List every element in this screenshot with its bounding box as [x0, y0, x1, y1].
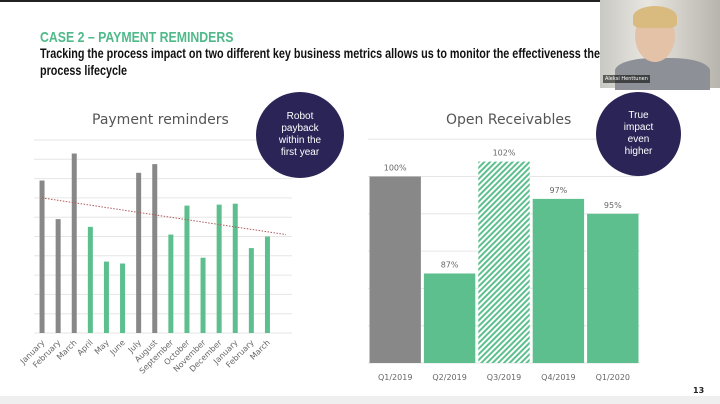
- bar: [103, 261, 109, 333]
- bar: [136, 172, 142, 333]
- participant-hair: [633, 6, 677, 28]
- bar: [478, 161, 530, 363]
- x-tick-label: Q1/2019: [378, 373, 412, 382]
- bar: [71, 153, 77, 333]
- bar: [87, 226, 93, 333]
- bar: [152, 164, 158, 333]
- right-chart-title: Open Receivables: [446, 112, 572, 128]
- bar: [232, 203, 238, 333]
- data-label: 87%: [441, 260, 459, 269]
- x-tick-label: Q3/2019: [487, 373, 521, 382]
- bar: [200, 257, 206, 333]
- bar: [120, 263, 126, 333]
- callout-left-text: Robot payback within the first year: [278, 111, 322, 158]
- open-receivables-chart: 100% Q1/2019 87% Q2/2019 102% Q3/2019 97% Q4/20…: [368, 138, 640, 382]
- callout-right: True impact even higher: [596, 92, 681, 176]
- slide-subtitle: Tracking the process impact on two diffe…: [40, 46, 600, 78]
- bar: [587, 213, 639, 363]
- slide-title: CASE 2 – PAYMENT REMINDERS: [40, 29, 234, 46]
- participant-body: [615, 58, 710, 90]
- bar: [264, 236, 270, 333]
- bar: [39, 180, 45, 333]
- bottom-bar: [0, 396, 720, 404]
- bar: [532, 198, 585, 363]
- bar: [55, 219, 61, 333]
- data-label: 95%: [604, 201, 622, 210]
- data-label: 97%: [550, 186, 568, 195]
- x-tick-label: Q2/2019: [432, 373, 466, 382]
- top-border: [0, 0, 720, 2]
- bar: [216, 204, 222, 333]
- data-label: 100%: [384, 164, 407, 173]
- page-number: 13: [693, 386, 705, 395]
- bar: [423, 273, 476, 363]
- x-tick-label: Q4/2019: [541, 373, 575, 382]
- participant-video[interactable]: Aleksi Henttunen: [600, 0, 720, 90]
- x-tick-label: June: [108, 338, 127, 357]
- callout-left: Robot payback within the first year: [256, 92, 344, 178]
- left-chart-title: Payment reminders: [92, 112, 229, 128]
- participant-name: Aleksi Henttunen: [603, 75, 650, 83]
- x-tick-label: Q1/2020: [596, 373, 630, 382]
- bar: [184, 205, 190, 333]
- x-tick-label: May: [93, 338, 111, 356]
- trendline: [41, 197, 287, 236]
- bar: [248, 248, 254, 333]
- bar: [369, 176, 421, 363]
- callout-right-text: True impact even higher: [623, 110, 654, 157]
- data-label: 102%: [493, 149, 516, 158]
- x-tick-label: April: [75, 338, 94, 357]
- bar: [168, 234, 174, 333]
